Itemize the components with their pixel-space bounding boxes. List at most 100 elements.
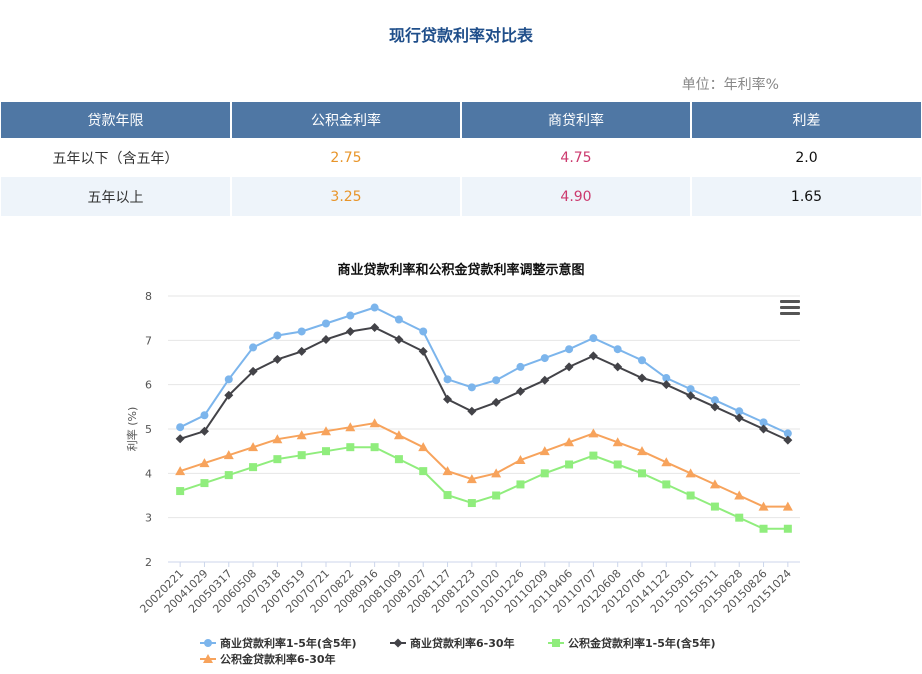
series-group <box>176 303 792 438</box>
data-point <box>466 474 477 484</box>
data-point <box>176 487 185 496</box>
data-point <box>662 374 671 383</box>
series-line <box>179 326 789 442</box>
cell-fund-rate: 3.25 <box>231 177 462 216</box>
data-point <box>442 466 453 476</box>
data-point <box>515 386 525 396</box>
unit-label: 单位：年利率% <box>681 77 779 93</box>
cell-fund-rate: 2.75 <box>231 138 462 177</box>
data-point <box>370 303 379 312</box>
data-point <box>710 402 720 412</box>
y-tick-label: 5 <box>145 423 152 436</box>
series-group <box>175 418 793 511</box>
data-point <box>516 480 525 489</box>
data-point <box>516 362 525 371</box>
data-point <box>686 385 695 394</box>
data-point <box>540 354 549 363</box>
data-point <box>419 327 428 336</box>
series-group <box>175 322 793 445</box>
legend-item: 商业贷款利率1-5年(含5年) <box>200 636 357 650</box>
data-point <box>394 334 404 344</box>
data-point <box>443 491 452 500</box>
data-point <box>612 437 623 447</box>
data-point <box>637 446 647 456</box>
data-point <box>394 455 403 464</box>
series-group <box>176 443 792 533</box>
data-point <box>565 460 574 469</box>
data-point <box>783 435 793 445</box>
table-header-row: 贷款年限 公积金利率 商贷利率 利差 <box>1 102 921 138</box>
data-point <box>710 502 719 511</box>
data-point <box>346 443 355 452</box>
cell-term: 五年以上 <box>1 177 232 216</box>
data-point <box>248 442 259 452</box>
rate-chart: 商业贷款利率和公积金贷款利率调整示意图 2 3 4 5 6 7 8 利率 (%) 20020221… <box>0 250 922 674</box>
data-point <box>758 501 769 511</box>
cell-term: 五年以下（含五年） <box>1 138 232 177</box>
data-point <box>661 457 672 467</box>
legend-item: 公积金贷款利率1-5年(含5年) <box>548 636 716 650</box>
data-point <box>200 479 209 488</box>
y-tick-label: 6 <box>145 379 152 392</box>
data-point <box>539 446 550 456</box>
data-point <box>491 468 502 478</box>
data-point <box>613 362 623 372</box>
data-point <box>346 311 355 320</box>
data-point <box>199 426 209 436</box>
data-point <box>273 455 282 464</box>
data-point <box>249 343 258 352</box>
data-point <box>322 447 330 456</box>
data-point <box>175 466 186 476</box>
header-spread: 利差 <box>691 102 921 138</box>
legend-marker <box>203 654 213 663</box>
data-point <box>418 442 429 452</box>
data-point <box>199 458 210 468</box>
table-row: 五年以上 3.25 4.90 1.65 <box>1 177 921 216</box>
data-point <box>710 396 719 405</box>
data-point <box>783 524 792 533</box>
data-point <box>565 345 574 354</box>
data-point <box>176 423 185 432</box>
data-point <box>638 356 646 365</box>
y-tick-label: 3 <box>145 512 152 525</box>
data-point <box>759 424 769 434</box>
cell-spread: 1.65 <box>691 177 921 216</box>
data-point <box>783 429 792 438</box>
y-tick-label: 2 <box>145 556 152 569</box>
data-point <box>297 327 306 336</box>
data-point <box>709 479 720 489</box>
legend-item: 商业贷款利率6-30年 <box>390 636 515 650</box>
data-point <box>540 469 549 478</box>
data-point <box>734 490 745 500</box>
legend-label: 商业贷款利率1-5年(含5年) <box>220 636 357 650</box>
data-point <box>661 380 671 390</box>
data-point <box>321 334 331 344</box>
data-point <box>394 315 403 324</box>
legend-marker <box>393 638 403 648</box>
cell-commercial-rate: 4.75 <box>461 138 692 177</box>
data-point <box>272 354 282 364</box>
data-point <box>272 434 283 444</box>
table-row: 五年以下（含五年） 2.75 4.75 2.0 <box>1 138 921 177</box>
legend-label: 公积金贷款利率6-30年 <box>220 652 336 666</box>
data-point <box>297 451 306 460</box>
chart-menu-icon[interactable] <box>780 300 800 316</box>
chart-title: 商业贷款利率和公积金贷款利率调整示意图 <box>337 262 584 278</box>
data-point <box>467 406 477 416</box>
data-point <box>224 471 233 480</box>
data-point <box>297 346 307 356</box>
data-point <box>224 375 233 384</box>
data-point <box>734 413 744 423</box>
data-point <box>223 450 234 460</box>
data-point <box>249 463 258 472</box>
data-point <box>685 468 696 478</box>
data-point <box>370 443 379 452</box>
data-point <box>224 390 234 400</box>
series-line <box>179 446 788 530</box>
data-point <box>418 346 428 356</box>
data-point <box>322 319 330 328</box>
y-tick-label: 7 <box>145 334 152 347</box>
data-point <box>248 366 258 376</box>
legend-marker <box>204 639 212 647</box>
